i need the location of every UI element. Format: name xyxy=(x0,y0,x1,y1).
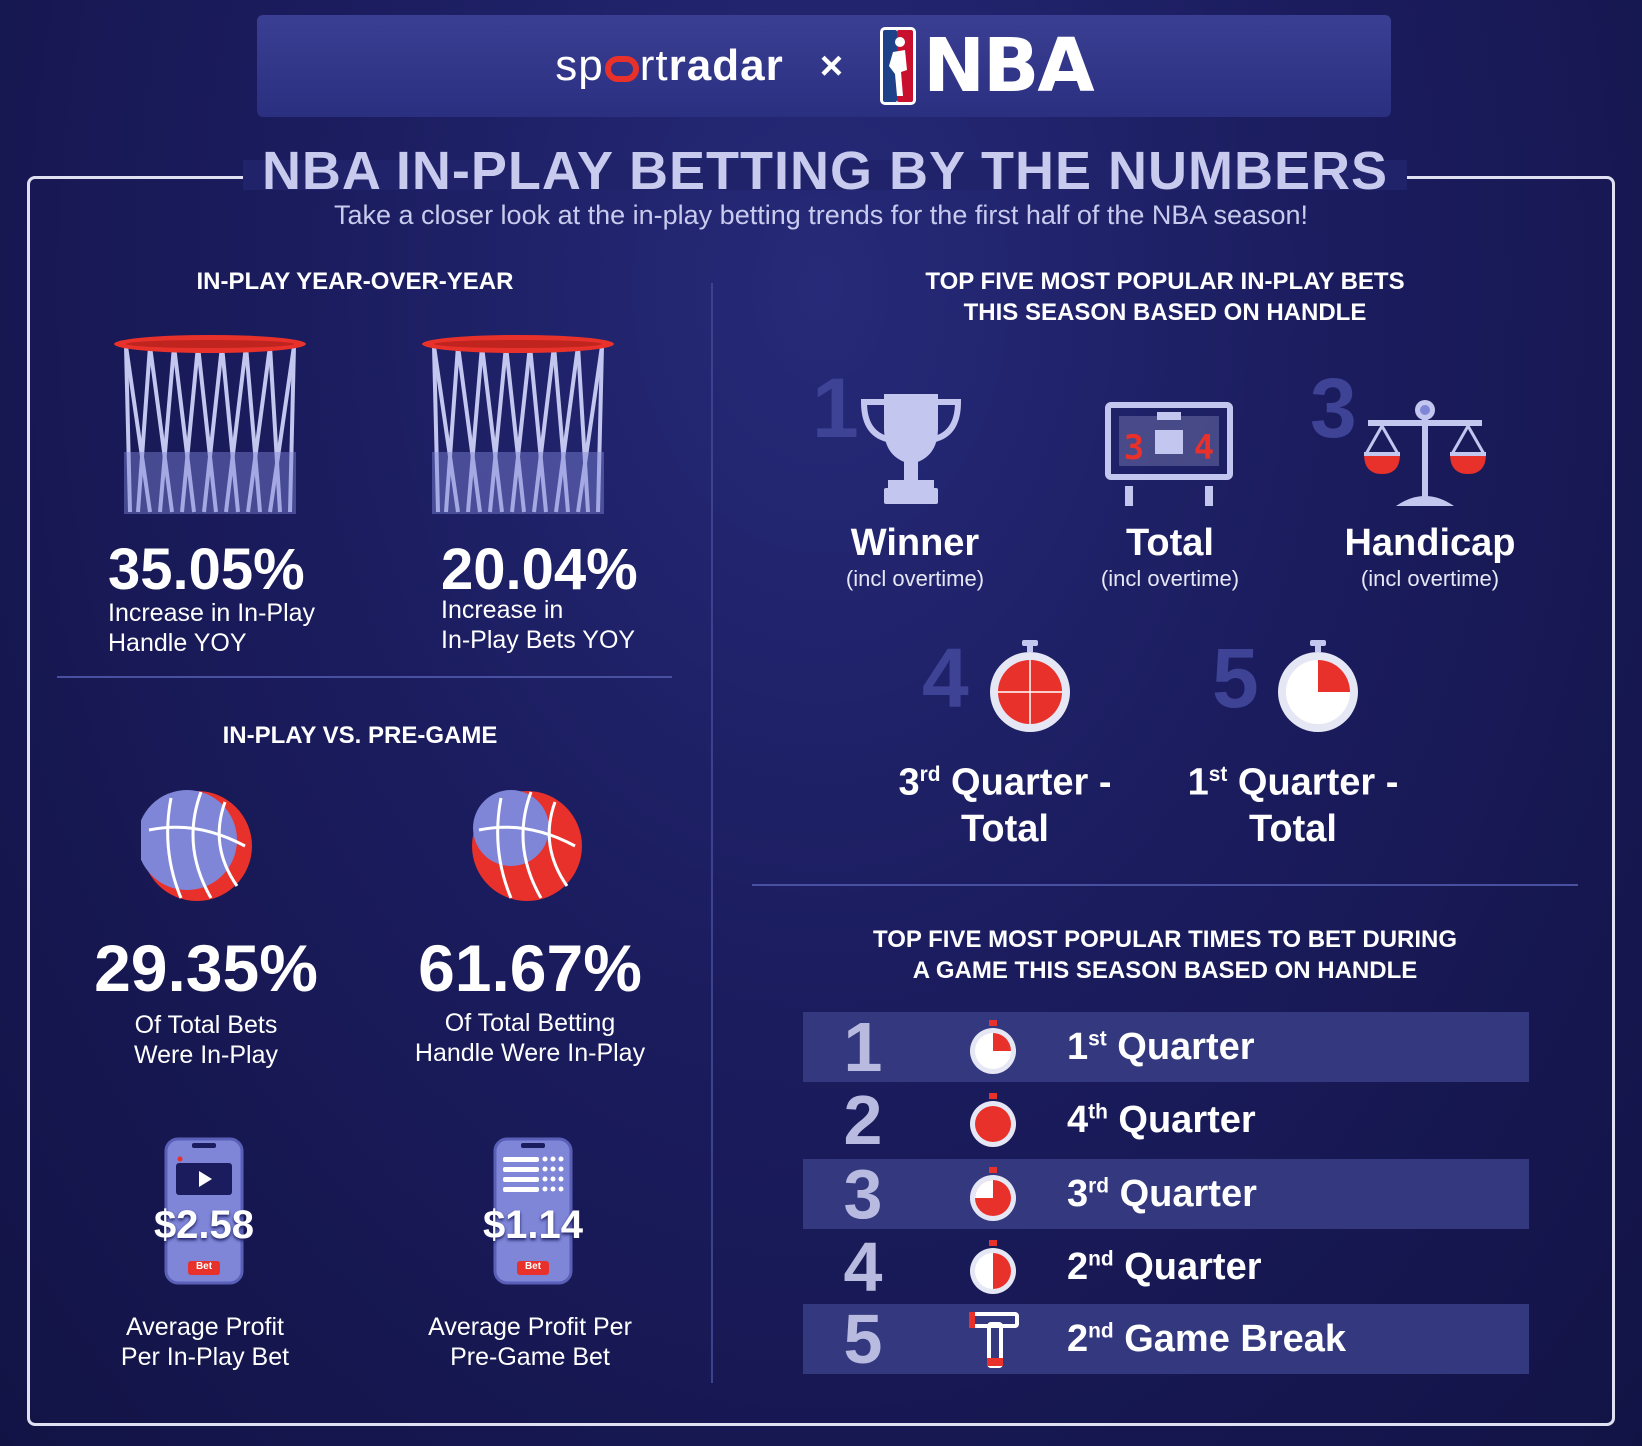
time-row-5: 5 2nd Game Break xyxy=(803,1300,1529,1378)
pregame-profit-desc: Average Profit Per Pre-Game Bet xyxy=(428,1313,632,1371)
phone-odds-icon xyxy=(493,1137,573,1285)
bet-rank-5: 5 xyxy=(1212,631,1259,725)
time-rank: 3 xyxy=(843,1155,883,1233)
bet-label-winner: Winner xyxy=(850,522,980,564)
nba-logoman-icon xyxy=(880,27,917,105)
bet-badge: Bet xyxy=(524,1261,542,1272)
bet-rank-3: 3 xyxy=(1310,361,1357,455)
time-rank: 2 xyxy=(843,1081,883,1159)
right-section-divider xyxy=(752,884,1578,886)
basketball-net-icon xyxy=(114,335,306,514)
bet-badge: Bet xyxy=(195,1261,213,1272)
time-rank: 1 xyxy=(843,1008,883,1086)
time-label: 2nd Quarter xyxy=(1067,1245,1262,1288)
header-banner: sp rt radar × NBA xyxy=(257,15,1391,117)
scoreboard-right-score: 4 xyxy=(1193,428,1215,468)
bet-label-1st-quarter-total: 1st Quarter - Total xyxy=(1187,761,1399,850)
time-label: 2nd Game Break xyxy=(1067,1317,1347,1360)
basketball-net-icon xyxy=(422,335,614,514)
time-row-3: 3 3rd Quarter xyxy=(803,1155,1529,1233)
left-section-divider xyxy=(57,676,672,678)
page-subtitle: Take a closer look at the in-play bettin… xyxy=(333,200,1309,230)
column-divider xyxy=(711,283,713,1383)
timeout-icon xyxy=(969,1312,1019,1368)
time-label: 4th Quarter xyxy=(1067,1098,1256,1141)
page-title: NBA IN-PLAY BETTING BY THE NUMBERS xyxy=(261,141,1389,201)
inplay-handle-desc: Of Total Betting Handle Were In-Play xyxy=(414,1009,646,1067)
title-frame-gap xyxy=(243,160,1407,190)
stopwatch-one-quarter-icon xyxy=(1278,640,1358,732)
stopwatch-3rd-quarter-icon xyxy=(970,1167,1016,1221)
yoy-heading: IN-PLAY YEAR-OVER-YEAR xyxy=(196,268,514,295)
sportradar-logo: sp rt radar xyxy=(555,41,784,90)
time-label: 1st Quarter xyxy=(1067,1025,1255,1068)
bet-rank-4: 4 xyxy=(922,631,969,725)
bet-sub-total: (incl overtime) xyxy=(1100,566,1240,591)
yoy-bets-value: 20.04% xyxy=(441,537,638,602)
inplay-bets-desc: Of Total Bets Were In-Play xyxy=(133,1011,279,1069)
stopwatch-three-quarter-icon xyxy=(990,640,1070,732)
bet-label-3rd-quarter-total: 3rd Quarter - Total xyxy=(898,761,1112,850)
scales-icon xyxy=(1364,400,1486,506)
time-label: 3rd Quarter xyxy=(1067,1172,1257,1215)
phone-video-icon xyxy=(164,1137,244,1285)
yoy-handle-desc: Increase in In-Play Handle YOY xyxy=(108,599,316,657)
bet-label-handicap: Handicap xyxy=(1344,522,1516,564)
partnership-cross: × xyxy=(819,43,844,88)
time-row-2: 2 4th Quarter xyxy=(803,1081,1529,1159)
yoy-handle-value: 35.05% xyxy=(108,537,305,602)
bet-sub-winner: (incl overtime) xyxy=(845,566,985,591)
nba-logo: NBA xyxy=(879,23,1095,109)
bet-sub-handicap: (incl overtime) xyxy=(1360,566,1500,591)
time-row-1: 1 1st Quarter xyxy=(803,1008,1529,1086)
inplay-profit-value: $2.58 xyxy=(153,1203,255,1247)
stopwatch-2nd-quarter-icon xyxy=(970,1240,1016,1294)
bet-rank-1: 1 xyxy=(812,361,859,455)
basketball-share-icon xyxy=(141,790,252,901)
sportradar-o-icon xyxy=(604,56,639,82)
inplay-profit-desc: Average Profit Per In-Play Bet xyxy=(120,1313,290,1371)
vs-heading: IN-PLAY VS. PRE-GAME xyxy=(222,722,498,749)
inplay-handle-value: 61.67% xyxy=(418,931,642,1005)
scoreboard-left-score: 3 xyxy=(1123,428,1145,468)
pregame-profit-value: $1.14 xyxy=(482,1203,584,1247)
times-heading: TOP FIVE MOST POPULAR TIMES TO BET DURIN… xyxy=(872,926,1458,984)
time-rank: 5 xyxy=(843,1300,883,1378)
basketball-share-icon xyxy=(472,790,582,901)
time-row-4: 4 2nd Quarter xyxy=(803,1228,1529,1306)
stopwatch-4th-quarter-icon xyxy=(970,1093,1016,1147)
bets-heading: TOP FIVE MOST POPULAR IN-PLAY BETS THIS … xyxy=(925,268,1405,326)
trophy-icon xyxy=(860,394,962,504)
stopwatch-1st-quarter-icon xyxy=(970,1020,1016,1074)
bet-label-total: Total xyxy=(1126,522,1214,564)
yoy-bets-desc: Increase in In-Play Bets YOY xyxy=(441,596,636,654)
scoreboard-icon xyxy=(1105,402,1233,506)
inplay-bets-value: 29.35% xyxy=(94,931,318,1005)
time-rank: 4 xyxy=(843,1228,883,1306)
